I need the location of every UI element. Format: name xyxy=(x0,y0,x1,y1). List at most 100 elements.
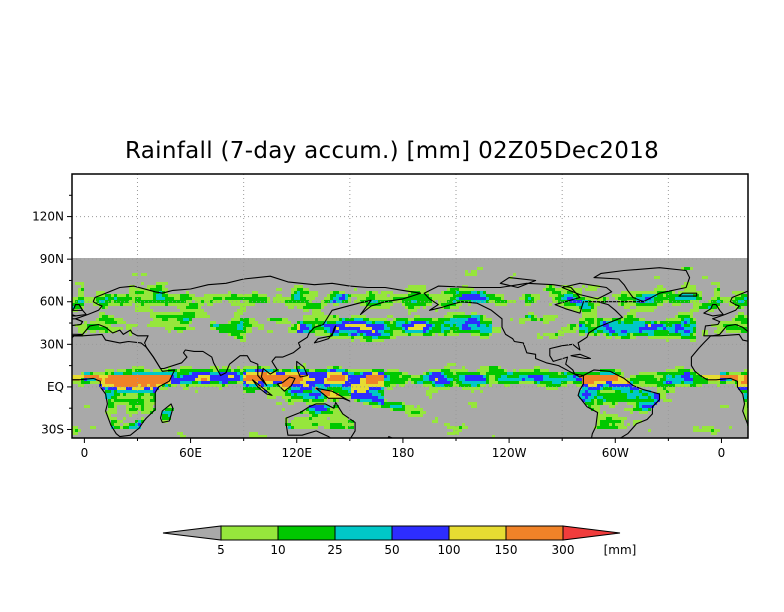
rain-cell xyxy=(606,330,609,333)
rain-cell xyxy=(201,384,204,387)
rain-cell xyxy=(618,318,621,321)
rain-cell xyxy=(696,384,699,387)
rain-cell xyxy=(300,393,303,396)
rain-cell xyxy=(429,372,432,375)
rain-cell xyxy=(252,324,255,327)
rain-cell xyxy=(447,372,450,375)
rain-cell xyxy=(375,375,378,378)
rain-cell xyxy=(420,291,423,294)
rain-cell xyxy=(72,297,75,300)
rain-cell xyxy=(189,312,192,315)
rain-cell xyxy=(525,378,528,381)
rain-cell xyxy=(690,285,693,288)
rain-cell xyxy=(669,294,672,297)
rain-cell xyxy=(672,384,675,387)
rain-cell xyxy=(102,330,105,333)
rain-cell xyxy=(627,321,630,324)
rain-cell xyxy=(729,303,732,306)
rain-cell xyxy=(585,375,588,378)
rain-cell xyxy=(663,294,666,297)
rain-cell xyxy=(78,306,81,309)
rain-cell xyxy=(246,366,249,369)
rain-cell xyxy=(714,381,717,384)
rain-cell xyxy=(609,333,612,336)
rain-cell xyxy=(465,318,468,321)
rain-cell xyxy=(270,375,273,378)
rain-cell xyxy=(489,321,492,324)
rain-cell xyxy=(165,408,168,411)
rain-cell xyxy=(567,306,570,309)
rain-cell xyxy=(618,417,621,420)
rain-cell xyxy=(651,309,654,312)
rain-cell xyxy=(243,330,246,333)
rain-cell xyxy=(246,297,249,300)
rain-cell xyxy=(456,426,459,429)
rain-cell xyxy=(264,381,267,384)
rain-cell xyxy=(318,414,321,417)
rain-cell xyxy=(363,372,366,375)
rain-cell xyxy=(336,414,339,417)
rain-cell xyxy=(387,306,390,309)
rain-cell xyxy=(606,423,609,426)
rain-cell xyxy=(504,369,507,372)
rain-cell xyxy=(120,300,123,303)
rain-cell xyxy=(78,330,81,333)
rain-cell xyxy=(285,393,288,396)
rain-cell xyxy=(261,366,264,369)
rain-cell xyxy=(105,306,108,309)
rain-cell xyxy=(195,390,198,393)
rain-cell xyxy=(744,303,747,306)
rain-cell xyxy=(342,426,345,429)
rain-cell xyxy=(468,384,471,387)
rain-cell xyxy=(132,297,135,300)
rain-cell xyxy=(474,300,477,303)
rain-cell xyxy=(597,402,600,405)
rain-cell xyxy=(474,270,477,273)
rain-cell xyxy=(312,399,315,402)
rain-cell xyxy=(639,396,642,399)
rain-cell xyxy=(306,303,309,306)
rain-cell xyxy=(510,378,513,381)
rain-cell xyxy=(726,405,729,408)
rain-cell xyxy=(594,402,597,405)
rain-cell xyxy=(156,312,159,315)
rain-cell xyxy=(225,330,228,333)
rain-cell xyxy=(624,321,627,324)
rain-cell xyxy=(546,381,549,384)
rain-cell xyxy=(141,288,144,291)
rain-cell xyxy=(87,381,90,384)
rain-cell xyxy=(240,321,243,324)
rain-cell xyxy=(147,285,150,288)
rain-cell xyxy=(687,312,690,315)
rain-cell xyxy=(213,369,216,372)
rain-cell xyxy=(165,303,168,306)
rain-cell xyxy=(384,294,387,297)
rain-cell xyxy=(474,291,477,294)
rain-cell xyxy=(735,378,738,381)
rain-cell xyxy=(174,312,177,315)
rain-cell xyxy=(627,402,630,405)
rain-cell xyxy=(150,291,153,294)
rain-cell xyxy=(288,423,291,426)
rain-cell xyxy=(408,306,411,309)
rain-cell xyxy=(129,426,132,429)
rain-cell xyxy=(540,384,543,387)
rain-cell xyxy=(324,315,327,318)
rain-cell xyxy=(582,330,585,333)
rain-cell xyxy=(429,396,432,399)
rain-cell xyxy=(123,384,126,387)
rain-cell xyxy=(444,330,447,333)
rain-cell xyxy=(297,417,300,420)
rain-cell xyxy=(243,294,246,297)
rain-cell xyxy=(711,309,714,312)
rain-cell xyxy=(414,315,417,318)
rain-cell xyxy=(681,291,684,294)
rain-cell xyxy=(360,390,363,393)
rain-cell xyxy=(363,393,366,396)
rain-cell xyxy=(609,375,612,378)
rain-cell xyxy=(495,327,498,330)
rain-cell xyxy=(168,300,171,303)
rain-cell xyxy=(318,381,321,384)
rain-cell xyxy=(285,321,288,324)
rain-cell xyxy=(333,387,336,390)
